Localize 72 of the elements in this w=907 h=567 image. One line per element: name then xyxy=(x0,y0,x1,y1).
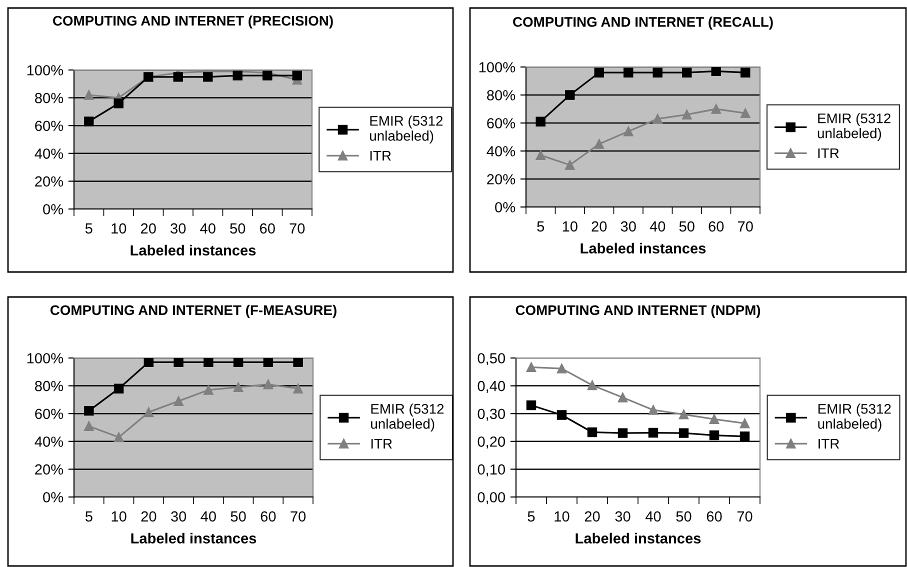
chart-title: COMPUTING AND INTERNET (PRECISION) xyxy=(53,15,333,28)
y-tick-label: 0,10 xyxy=(478,464,506,476)
legend-label: ITR xyxy=(818,438,840,449)
x-tick-label: 40 xyxy=(200,511,216,522)
chart-title: COMPUTING AND INTERNET (NDPM) xyxy=(516,304,760,318)
x-tick-label: 5 xyxy=(528,511,535,522)
y-tick-label: 80% xyxy=(487,90,516,100)
y-tick-label: 0,00 xyxy=(478,492,506,504)
x-tick-label: 50 xyxy=(676,511,692,522)
x-tick-label: 30 xyxy=(620,221,636,232)
x-tick-label: 10 xyxy=(554,511,570,522)
x-tick-label: 70 xyxy=(738,221,753,232)
y-tick-label: 80% xyxy=(35,92,64,104)
y-tick-label: 80% xyxy=(35,380,64,392)
y-tick-label: 40% xyxy=(34,148,64,159)
x-tick-label: 5 xyxy=(85,223,92,234)
legend-label: EMIR (5312 unlabeled) xyxy=(371,404,444,432)
chart-title: COMPUTING AND INTERNET (RECALL) xyxy=(513,16,773,30)
y-tick-label: 0% xyxy=(43,204,64,214)
x-tick-label: 50 xyxy=(230,511,246,522)
x-tick-label: 30 xyxy=(170,223,186,234)
legend-label: EMIR (5312 unlabeled) xyxy=(818,404,891,432)
y-tick-label: 40% xyxy=(486,146,516,156)
x-tick-label: 40 xyxy=(645,511,661,522)
y-tick-label: 0% xyxy=(495,202,516,212)
y-tick-label: 100% xyxy=(479,62,516,72)
x-tick-label: 5 xyxy=(85,511,92,522)
x-tick-label: 70 xyxy=(737,511,752,522)
x-tick-label: 30 xyxy=(171,511,186,522)
y-tick-label: 20% xyxy=(35,464,64,475)
x-tick-label: 40 xyxy=(200,223,216,234)
legend-label: EMIR (5312 unlabeled) xyxy=(370,116,443,144)
x-tick-label: 30 xyxy=(615,511,630,522)
y-tick-label: 20% xyxy=(35,176,64,187)
x-tick-label: 40 xyxy=(650,221,666,232)
x-axis-title: Labeled instances xyxy=(130,244,256,256)
x-axis-title: Labeled instances xyxy=(576,532,701,544)
y-tick-label: 0% xyxy=(43,492,64,502)
y-tick-label: 20% xyxy=(487,174,516,184)
x-tick-label: 20 xyxy=(592,221,607,232)
legend-label: ITR xyxy=(370,150,391,161)
y-tick-label: 0,50 xyxy=(478,353,506,366)
x-tick-label: 50 xyxy=(230,223,246,234)
y-tick-label: 0,20 xyxy=(478,436,506,449)
y-tick-label: 60% xyxy=(35,408,64,420)
x-tick-label: 5 xyxy=(537,221,544,232)
legend-label: ITR xyxy=(818,148,839,158)
x-tick-label: 60 xyxy=(706,511,722,522)
x-tick-label: 20 xyxy=(141,511,156,522)
y-tick-label: 0,30 xyxy=(478,408,506,421)
chart-title: COMPUTING AND INTERNET (F-MEASURE) xyxy=(50,304,336,318)
x-tick-label: 10 xyxy=(562,221,578,232)
x-axis-title: Labeled instances xyxy=(580,242,706,254)
x-axis-title: Labeled instances xyxy=(131,532,256,544)
legend-label: EMIR (5312 unlabeled) xyxy=(818,113,890,141)
x-tick-label: 20 xyxy=(141,223,156,234)
x-tick-label: 20 xyxy=(584,511,600,522)
y-tick-label: 100% xyxy=(27,65,64,76)
y-tick-label: 60% xyxy=(35,120,64,132)
y-tick-label: 100% xyxy=(27,353,64,364)
x-tick-label: 70 xyxy=(290,511,306,522)
x-tick-label: 70 xyxy=(290,223,305,234)
x-tick-label: 50 xyxy=(679,221,694,232)
x-tick-label: 60 xyxy=(260,223,275,234)
y-tick-label: 0,40 xyxy=(478,380,506,393)
x-tick-label: 10 xyxy=(112,511,126,522)
y-tick-label: 60% xyxy=(487,118,516,128)
x-tick-label: 60 xyxy=(260,511,276,522)
x-tick-label: 60 xyxy=(708,221,724,232)
legend-label: ITR xyxy=(371,438,392,449)
y-tick-label: 40% xyxy=(34,436,64,447)
x-tick-label: 10 xyxy=(112,223,126,234)
